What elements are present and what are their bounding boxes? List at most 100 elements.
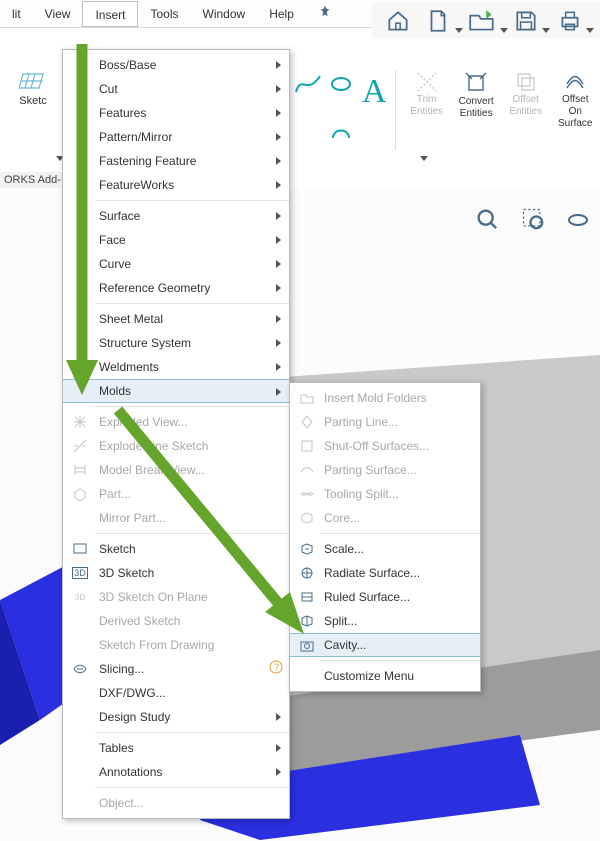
save-icon[interactable] <box>510 4 550 38</box>
menu-featureworks[interactable]: FeatureWorks <box>63 173 289 197</box>
label: Customize Menu <box>324 669 414 683</box>
zoom-area-icon[interactable] <box>520 206 548 234</box>
menu-ref-geometry[interactable]: Reference Geometry <box>63 276 289 300</box>
menu-boss-base[interactable]: Boss/Base <box>63 53 289 77</box>
menu-sketch[interactable]: Sketch <box>63 537 289 561</box>
label: Features <box>99 106 146 120</box>
menu-object[interactable]: Object... <box>63 791 289 815</box>
label: FeatureWorks <box>99 178 174 192</box>
break-view-icon <box>71 461 89 479</box>
menu-cut[interactable]: Cut <box>63 77 289 101</box>
label: Derived Sketch <box>99 614 180 628</box>
label: Sketch <box>99 542 136 556</box>
menu-help[interactable]: Help <box>257 1 306 27</box>
menu-model-break-view[interactable]: Model Break View... <box>63 458 289 482</box>
label: Scale... <box>324 542 364 556</box>
addins-tab[interactable]: ORKS Add- <box>0 172 65 188</box>
menu-exploded-view[interactable]: Exploded View... <box>63 410 289 434</box>
menu-mirror-part[interactable]: Mirror Part... <box>63 506 289 530</box>
home-icon[interactable] <box>378 4 418 38</box>
menu-edit[interactable]: lit <box>0 1 33 27</box>
menu-window[interactable]: Window <box>191 1 258 27</box>
split-icon <box>298 612 316 630</box>
menu-features[interactable]: Features <box>63 101 289 125</box>
menu-annotations[interactable]: Annotations <box>63 760 289 784</box>
ribbon-text[interactable]: A <box>356 66 389 110</box>
menu-dxf-dwg[interactable]: DXF/DWG... <box>63 681 289 705</box>
label: Parting Line... <box>324 415 398 429</box>
zoom-fit-icon[interactable] <box>474 206 502 234</box>
menu-molds[interactable]: Molds <box>63 379 289 403</box>
ribbon-offset-surface[interactable]: Offset On Surface <box>550 66 600 130</box>
menu-part[interactable]: Part... <box>63 482 289 506</box>
label: Sheet Metal <box>99 312 163 326</box>
sketch-panel[interactable]: Sketc <box>8 70 58 107</box>
label: Boss/Base <box>99 58 156 72</box>
menu-pattern-mirror[interactable]: Pattern/Mirror <box>63 125 289 149</box>
sub-insert-mold-folders[interactable]: Insert Mold Folders <box>290 386 480 410</box>
folder-icon <box>298 389 316 407</box>
cavity-icon <box>298 637 316 655</box>
menu-3d-sketch-plane[interactable]: 3D 3D Sketch On Plane <box>63 585 289 609</box>
zoom-dynamic-icon[interactable] <box>566 206 590 234</box>
sub-parting-line[interactable]: Parting Line... <box>290 410 480 434</box>
label: Face <box>99 233 126 247</box>
menu-tools[interactable]: Tools <box>138 1 190 27</box>
new-doc-icon[interactable] <box>422 4 462 38</box>
ribbon-offset[interactable]: Offset Entities <box>501 66 551 118</box>
menu-fastening[interactable]: Fastening Feature <box>63 149 289 173</box>
sub-core[interactable]: Core... <box>290 506 480 530</box>
menu-structure-system[interactable]: Structure System <box>63 331 289 355</box>
pin-menu-icon[interactable] <box>306 1 344 27</box>
label: Cut <box>99 82 118 96</box>
sub-scale[interactable]: Scale... <box>290 537 480 561</box>
label: Annotations <box>99 765 162 779</box>
sub-radiate-surface[interactable]: Radiate Surface... <box>290 561 480 585</box>
label: 3D Sketch <box>99 566 154 580</box>
sketch-icon <box>71 540 89 558</box>
label: Model Break View... <box>99 463 205 477</box>
menu-3d-sketch[interactable]: 3D 3D Sketch <box>63 561 289 585</box>
menu-slicing[interactable]: Slicing... ? <box>63 657 289 681</box>
label: Split... <box>324 614 357 628</box>
menu-tables[interactable]: Tables <box>63 736 289 760</box>
trim-label: Trim Entities <box>410 94 443 118</box>
sub-parting-surface[interactable]: Parting Surface... <box>290 458 480 482</box>
label: DXF/DWG... <box>99 686 166 700</box>
ribbon-spline[interactable] <box>290 66 326 98</box>
menu-sheet-metal[interactable]: Sheet Metal <box>63 307 289 331</box>
offset-surface-label: Offset On Surface <box>558 94 592 130</box>
menu-sketch-from-drawing[interactable]: Sketch From Drawing <box>63 633 289 657</box>
menu-insert[interactable]: Insert <box>82 1 138 27</box>
radiate-icon <box>298 564 316 582</box>
menu-explode-line-sketch[interactable]: Explode Line Sketch <box>63 434 289 458</box>
label: Pattern/Mirror <box>99 130 172 144</box>
menu-view[interactable]: View <box>33 1 83 27</box>
scale-icon <box>298 540 316 558</box>
print-icon[interactable] <box>554 4 594 38</box>
ribbon-convert[interactable]: Convert Entities <box>451 66 501 120</box>
sub-cavity[interactable]: Cavity... <box>290 633 480 657</box>
label: 3D Sketch On Plane <box>99 590 208 604</box>
core-icon <box>298 509 316 527</box>
menu-weldments[interactable]: Weldments <box>63 355 289 379</box>
sub-ruled-surface[interactable]: Ruled Surface... <box>290 585 480 609</box>
label: Reference Geometry <box>99 281 210 295</box>
open-folder-icon[interactable] <box>466 4 506 38</box>
menu-surface[interactable]: Surface <box>63 204 289 228</box>
sub-split[interactable]: Split... <box>290 609 480 633</box>
menu-curve[interactable]: Curve <box>63 252 289 276</box>
sub-shut-off-surfaces[interactable]: Shut-Off Surfaces... <box>290 434 480 458</box>
sub-tooling-split[interactable]: Tooling Split... <box>290 482 480 506</box>
label: Fastening Feature <box>99 154 196 168</box>
sub-customize-menu[interactable]: Customize Menu <box>290 664 480 688</box>
menu-face[interactable]: Face <box>63 228 289 252</box>
ribbon-trim[interactable]: Trim Entities <box>402 66 452 118</box>
label: Slicing... <box>99 662 144 676</box>
ribbon-ellipse[interactable] <box>326 66 356 144</box>
label: Design Study <box>99 710 170 724</box>
menu-design-study[interactable]: Design Study <box>63 705 289 729</box>
menu-derived-sketch[interactable]: Derived Sketch <box>63 609 289 633</box>
parting-surface-icon <box>298 461 316 479</box>
explode-line-icon <box>71 437 89 455</box>
